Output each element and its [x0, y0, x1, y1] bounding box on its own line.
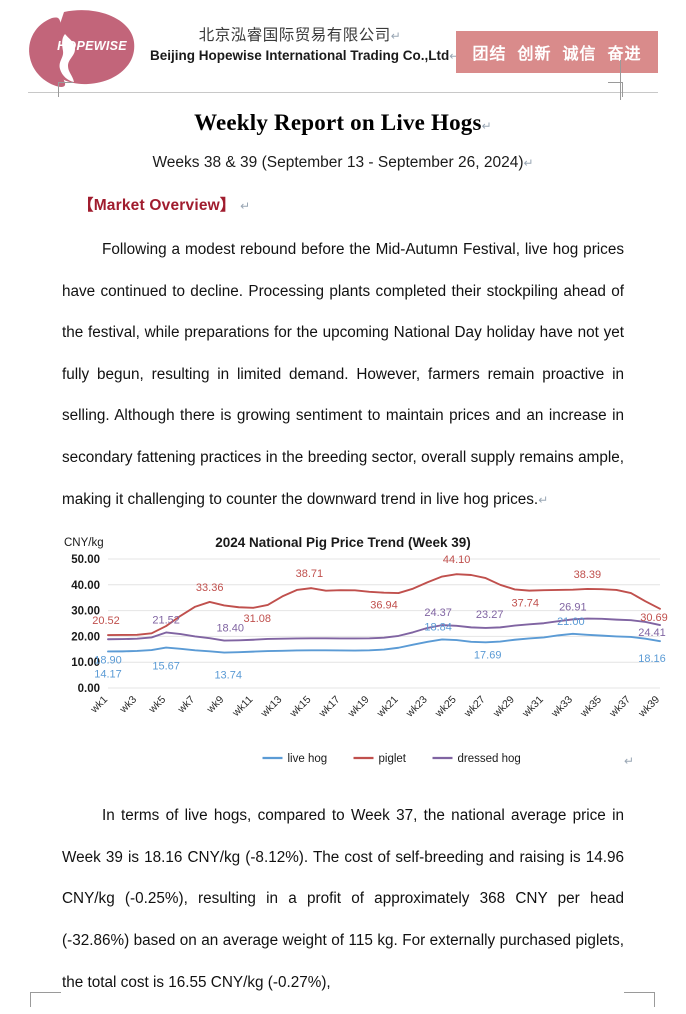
- y-tick-label: 0.00: [78, 683, 100, 695]
- series-line-live-hog: [107, 633, 661, 654]
- legend-label-live-hog: live hog: [288, 753, 328, 765]
- data-point-label: 20.52: [92, 615, 120, 627]
- data-point-label: 24.41: [638, 627, 666, 639]
- x-tick-label: wk33: [548, 694, 575, 721]
- x-tick-label: wk27: [461, 694, 488, 721]
- chart-title: 2024 National Pig Price Trend (Week 39): [215, 535, 471, 550]
- data-point-label: 36.94: [370, 600, 398, 612]
- data-point-label: 30.69: [640, 612, 668, 624]
- y-tick-label: 20.00: [71, 632, 100, 644]
- margin-guide-right: [620, 60, 621, 100]
- logo-wordmark: HOPEWISE: [57, 39, 127, 53]
- data-point-label: 17.69: [474, 650, 502, 662]
- x-tick-label: wk29: [490, 694, 517, 721]
- header-divider-rule: [28, 92, 658, 93]
- chart-x-axis-labels: wk1 wk3 wk5 wk7 wk9 wk11 wk13 wk15 wk17 wk19 wk21 w…: [88, 694, 663, 721]
- chart-legend: live hog piglet dressed hog: [262, 753, 521, 765]
- data-point-label: 21.00: [557, 616, 585, 628]
- series-line-dressed-hog: [107, 617, 661, 642]
- slogan-word-2: 创新: [517, 46, 552, 63]
- company-name-chinese: 北京泓睿国际贸易有限公司↵: [198, 27, 402, 44]
- data-point-label: 18.40: [216, 623, 244, 635]
- slogan-word-3: 诚信: [562, 46, 597, 63]
- x-tick-label: wk23: [403, 694, 430, 721]
- data-point-label: 14.17: [94, 669, 122, 681]
- series-line-piglet: [107, 573, 661, 637]
- data-point-label: 23.27: [476, 609, 504, 621]
- pilcrow-mark: ↵: [523, 156, 534, 170]
- company-slogan-banner: 团结 创新 诚信 奋进: [456, 31, 658, 73]
- x-tick-label: wk15: [287, 694, 314, 721]
- data-point-label: 38.71: [296, 568, 324, 580]
- slogan-word-1: 团结: [472, 46, 507, 63]
- x-tick-label: wk35: [577, 694, 604, 721]
- y-tick-label: 40.00: [71, 580, 100, 592]
- y-tick-label: 30.00: [71, 606, 100, 618]
- data-point-label: 38.39: [574, 569, 602, 581]
- data-point-label: 18.90: [94, 655, 122, 667]
- x-tick-label: wk39: [636, 694, 663, 721]
- x-tick-label: wk17: [316, 694, 343, 721]
- page-title: Weekly Report on Live Hogs↵: [194, 110, 492, 135]
- data-point-label: 37.74: [511, 598, 539, 610]
- section-heading-market-overview: 【Market Overview】 ↵: [78, 197, 251, 214]
- data-point-label: 44.10: [443, 554, 471, 566]
- data-point-label: 31.08: [243, 613, 271, 625]
- x-tick-label: wk13: [258, 694, 285, 721]
- data-point-label: 18.84: [424, 622, 452, 634]
- data-point-label: 26.91: [559, 602, 587, 614]
- paragraph-live-hog-details: In terms of live hogs, compared to Week …: [62, 807, 624, 991]
- hopewise-pig-logo-icon: HOPEWISE: [29, 10, 135, 88]
- x-tick-label: wk7: [175, 694, 198, 717]
- chart-y-axis-title: CNY/kg: [64, 537, 104, 549]
- chart-svg-canvas: 50.00 40.00 30.00 20.00 10.00 0.00 wk1 wk3 wk5 w…: [64, 535, 668, 765]
- data-point-label: 33.36: [196, 582, 224, 594]
- pilcrow-mark: ↵: [481, 119, 492, 133]
- x-tick-label: wk37: [607, 694, 634, 721]
- pilcrow-mark: ↵: [623, 754, 634, 769]
- data-point-label: 21.52: [152, 615, 180, 627]
- x-tick-label: wk5: [146, 694, 169, 717]
- legend-label-piglet: piglet: [379, 753, 407, 765]
- x-tick-label: wk9: [204, 694, 227, 717]
- document-body: Weekly Report on Live Hogs↵ Weeks 38 & 3…: [0, 96, 686, 1003]
- company-logo: HOPEWISE: [18, 8, 143, 90]
- pilcrow-mark: ↵: [449, 48, 460, 63]
- company-name-block: 北京泓睿国际贸易有限公司↵ Beijing Hopewise Internati…: [150, 26, 460, 65]
- pig-price-trend-chart: 50.00 40.00 30.00 20.00 10.00 0.00 wk1 wk3 wk5 w…: [0, 526, 686, 781]
- x-tick-label: wk31: [519, 694, 546, 721]
- chart-series-lines: [107, 573, 661, 654]
- data-point-label: 24.37: [424, 607, 452, 619]
- pilcrow-mark: ↵: [390, 29, 402, 43]
- y-tick-label: 50.00: [71, 554, 100, 566]
- data-point-label: 15.67: [152, 661, 180, 673]
- x-tick-label: wk19: [345, 694, 372, 721]
- slogan-word-4: 奋进: [607, 46, 642, 63]
- document-header: HOPEWISE 北京泓睿国际贸易有限公司↵ Beijing Hopewise …: [0, 0, 686, 96]
- pilcrow-mark: ↵: [240, 199, 251, 213]
- data-point-label: 13.74: [214, 670, 242, 682]
- data-point-label: 18.16: [638, 653, 666, 665]
- pilcrow-mark: ↵: [538, 492, 549, 507]
- x-tick-label: wk25: [432, 694, 459, 721]
- x-tick-label: wk21: [374, 694, 401, 721]
- chart-data-labels: 20.52 33.36 31.08 38.71 36.94 44.10 37.74 38.39…: [92, 554, 668, 681]
- paragraph-market-overview: Following a modest rebound before the Mi…: [62, 241, 624, 508]
- x-tick-label: wk1: [88, 694, 111, 717]
- x-tick-label: wk11: [229, 694, 255, 720]
- x-tick-label: wk3: [117, 694, 140, 717]
- y-tick-label: 10.00: [71, 657, 100, 669]
- report-date-range: Weeks 38 & 39 (September 13 - September …: [152, 154, 534, 171]
- legend-label-dressed-hog: dressed hog: [458, 753, 521, 765]
- company-name-english: Beijing Hopewise International Trading C…: [150, 47, 460, 63]
- chart-y-axis-labels: 50.00 40.00 30.00 20.00 10.00 0.00: [71, 554, 100, 695]
